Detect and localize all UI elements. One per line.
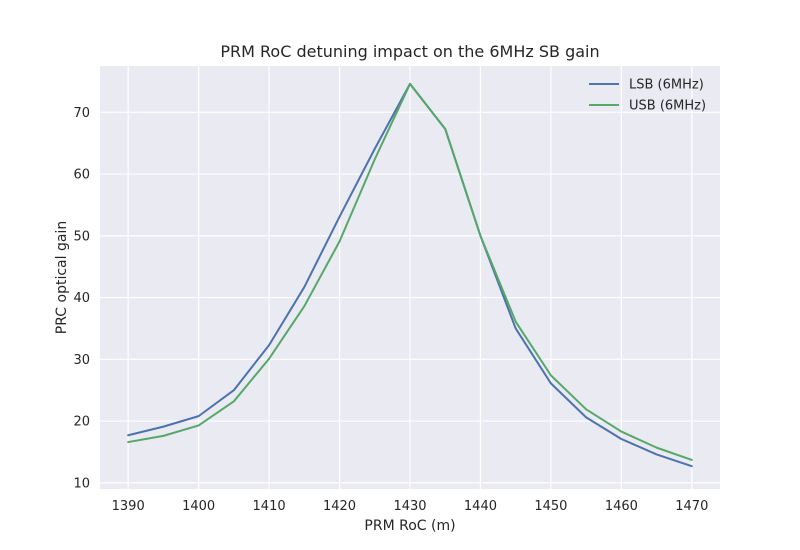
x-tick-labels: 1390 1400 1410 1420 1430 1440 1450 1460 1470	[112, 499, 709, 514]
chart-title: PRM RoC detuning impact on the 6MHz SB g…	[220, 42, 599, 61]
x-tick-label: 1470	[675, 499, 708, 514]
x-tick-label: 1460	[605, 499, 638, 514]
y-tick-label: 20	[73, 415, 90, 430]
x-axis-label: PRM RoC (m)	[364, 518, 455, 534]
grid-lines	[100, 66, 720, 489]
x-tick-label: 1410	[253, 499, 286, 514]
y-tick-label: 60	[73, 168, 90, 183]
y-tick-label: 30	[73, 353, 90, 368]
legend-label-0: LSB (6MHz)	[629, 78, 704, 93]
y-tick-label: 10	[73, 476, 90, 491]
x-tick-label: 1430	[393, 499, 426, 514]
x-tick-label: 1400	[182, 499, 215, 514]
x-tick-label: 1440	[464, 499, 497, 514]
series-line-1	[127, 82, 693, 461]
y-tick-label: 40	[73, 291, 90, 306]
y-axis-label: PRC optical gain	[54, 221, 70, 334]
legend-label-1: USB (6MHz)	[629, 99, 706, 114]
y-tick-label: 50	[73, 229, 90, 244]
x-tick-label: 1450	[534, 499, 567, 514]
series-layer	[127, 82, 693, 468]
x-tick-label: 1390	[112, 499, 145, 514]
y-tick-label: 70	[73, 106, 90, 121]
y-tick-labels: 10 20 30 40 50 60 70	[73, 106, 90, 492]
x-tick-label: 1420	[323, 499, 356, 514]
legend: LSB (6MHz) USB (6MHz)	[589, 78, 706, 114]
